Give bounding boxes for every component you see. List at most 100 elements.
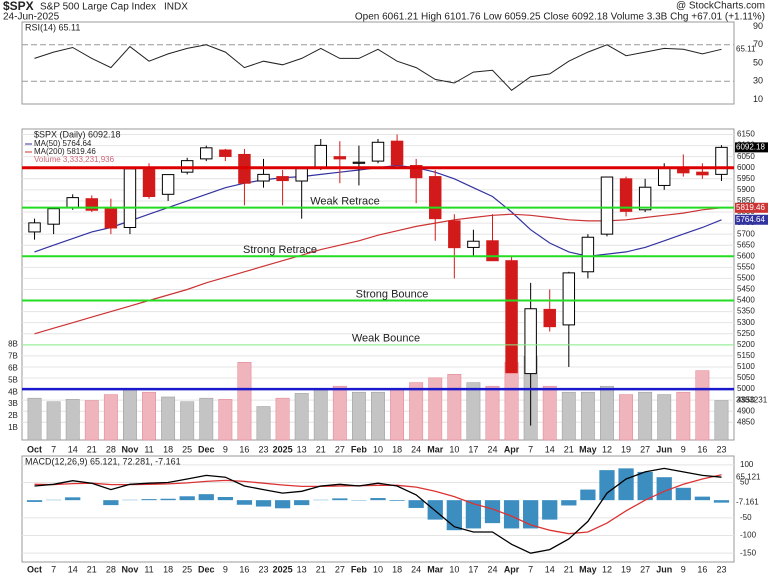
candle-body <box>142 167 156 198</box>
volume-bar <box>199 397 214 441</box>
price-tick-label: 6050 <box>737 152 755 161</box>
histogram-bar <box>217 496 233 501</box>
macd-tick-label: 50 <box>740 478 749 487</box>
price-tick-label: 5850 <box>737 196 755 205</box>
x-tick-label: 14 <box>68 564 78 574</box>
histogram-bar <box>618 468 634 501</box>
rsi-tick-label: 90 <box>753 21 763 31</box>
x-tick-label: 21 <box>87 444 97 454</box>
price-tick-label: 5200 <box>737 340 755 349</box>
macd-tick-label: -50 <box>740 513 752 522</box>
x-tick-label: 21 <box>87 564 97 574</box>
x-tick-label: 28 <box>106 444 116 454</box>
ma-last-box <box>735 202 768 213</box>
candle-body <box>219 149 232 157</box>
rsi-tick-label: 70 <box>753 39 763 49</box>
x-tick-label: 25 <box>182 444 192 454</box>
x-tick-label: Dec <box>198 564 215 574</box>
x-tick-label: 7 <box>51 444 56 454</box>
x-tick-label: Feb <box>351 444 368 454</box>
price-tick-label: 6150 <box>737 130 755 139</box>
rsi-tick-label: 50 <box>753 57 763 67</box>
x-tick-label: 23 <box>259 564 269 574</box>
x-tick-label: 28 <box>106 564 116 574</box>
candle-body <box>371 141 385 162</box>
credit: @ StockCharts.com <box>676 1 765 12</box>
histogram-bar <box>408 500 424 508</box>
histogram-bar <box>637 471 653 501</box>
x-tick-label: 2025 <box>273 564 293 574</box>
x-tick-label: 9 <box>681 564 686 574</box>
histogram-bar <box>675 487 691 501</box>
price-tick-label: 5500 <box>737 274 755 283</box>
volume-bar <box>27 397 42 441</box>
x-tick-label: 21 <box>316 444 326 454</box>
volume-bar <box>237 362 252 441</box>
histogram-bar <box>332 498 348 501</box>
x-tick-label: 21 <box>316 564 326 574</box>
x-tick-label: 7 <box>51 564 56 574</box>
candle-body <box>543 308 556 328</box>
candle-body <box>581 236 595 273</box>
candle-body <box>333 156 347 160</box>
candle-body <box>505 260 518 374</box>
x-tick-label: 12 <box>602 564 612 574</box>
histogram-bar <box>580 489 596 501</box>
x-tick-label: 24 <box>411 444 421 454</box>
x-tick-label: 17 <box>468 564 478 574</box>
x-tick-label: 10 <box>449 444 459 454</box>
legend-entry: MA(200) 5819.46 <box>34 147 96 156</box>
x-tick-label: Nov <box>121 564 138 574</box>
candle-body <box>715 146 728 175</box>
macd-title: MACD(12,26,9) 65.121, 72.281, -7.161 <box>25 456 181 466</box>
x-tick-label: May <box>579 444 597 454</box>
candle-body <box>390 140 404 166</box>
candle-body <box>562 272 576 326</box>
x-tick-label: May <box>579 564 597 574</box>
volume-bar <box>485 385 500 441</box>
histogram-bar <box>26 500 43 502</box>
volume-bar <box>600 385 614 441</box>
histogram-bar <box>65 497 81 501</box>
volume-bar <box>294 393 309 441</box>
candle-body <box>619 178 633 212</box>
price-tick-label: 5700 <box>737 229 755 238</box>
quote: Open 6061.21 High 6101.76 Low 6059.25 Cl… <box>355 12 765 23</box>
volume-bar <box>103 394 118 441</box>
x-tick-label: Apr <box>504 564 520 574</box>
rsi-last: 65.11 <box>736 44 756 53</box>
volume-bar <box>504 362 519 441</box>
x-tick-label: 24 <box>411 564 421 574</box>
price-tick-label: 5900 <box>737 185 755 194</box>
x-tick-label: 17 <box>468 444 478 454</box>
candle-body <box>486 240 499 262</box>
price-tick-label: 4850 <box>737 417 755 426</box>
x-tick-label: 19 <box>621 564 631 574</box>
candle-body <box>66 197 79 209</box>
price-tick-label: 5050 <box>737 373 755 382</box>
volume-last: 3333231 <box>736 396 768 405</box>
x-tick-label: 23 <box>716 564 726 574</box>
x-tick-label: Mar <box>427 564 444 574</box>
volume-bar <box>313 389 328 441</box>
candle-body <box>600 176 614 235</box>
x-tick-label: 14 <box>545 564 555 574</box>
legend-entry: MA(50) 5764.64 <box>34 139 92 148</box>
price-tick-label: 5150 <box>737 351 755 360</box>
x-tick-label: 2025 <box>273 444 293 454</box>
price-tick-label: 5000 <box>737 384 755 393</box>
x-tick-label: Jun <box>656 444 672 454</box>
macd-tick-label: -150 <box>740 548 757 557</box>
candle-body <box>200 147 213 160</box>
x-tick-label: 21 <box>564 444 574 454</box>
price-title: $SPX (Daily) 6092.18 <box>34 129 121 139</box>
histogram-bar <box>198 494 214 501</box>
level-annotation: Strong Bounce <box>356 288 429 300</box>
candle-body <box>104 208 118 229</box>
volume-bar <box>46 401 61 441</box>
histogram-bar <box>179 496 195 501</box>
candle-body <box>295 168 308 182</box>
volume-tick-label: 3B <box>8 399 18 408</box>
price-tick-label: 5600 <box>737 251 755 260</box>
x-tick-label: Feb <box>351 564 368 574</box>
